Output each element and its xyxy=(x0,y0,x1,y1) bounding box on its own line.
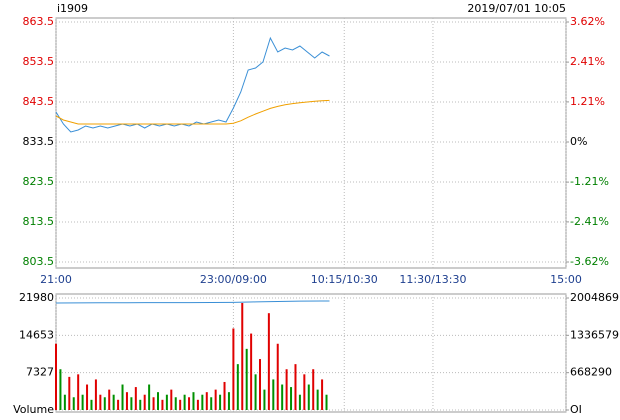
volume-bar xyxy=(290,387,293,410)
symbol-title: i1909 xyxy=(57,2,88,15)
volume-bar xyxy=(307,384,310,410)
volume-bar xyxy=(219,394,222,410)
x-tick-label: 23:00/09:00 xyxy=(200,273,267,286)
panel-frame xyxy=(55,293,567,413)
volume-bar xyxy=(134,387,137,410)
volume-bar xyxy=(196,399,199,410)
volume-bar xyxy=(281,384,284,410)
volume-bar xyxy=(214,389,217,410)
series-line xyxy=(55,300,330,304)
volume-bar xyxy=(94,379,97,410)
y-tick-label: 21980 xyxy=(19,291,54,304)
volume-bar xyxy=(183,394,186,410)
y2-tick-label: 1336579 xyxy=(570,328,619,341)
volume-bar xyxy=(236,364,239,410)
volume-bar xyxy=(325,394,328,410)
volume-bar xyxy=(157,392,159,410)
volume-bar xyxy=(303,374,306,410)
volume-bar xyxy=(312,369,315,410)
volume-bar xyxy=(112,394,115,410)
y-tick-label: Volume xyxy=(13,403,54,416)
volume-bar xyxy=(316,389,319,410)
volume-bar xyxy=(152,397,155,410)
y-tick-label: 863.5 xyxy=(23,15,55,28)
volume-bar xyxy=(103,397,106,410)
volume-bar xyxy=(99,394,102,410)
volume-bar xyxy=(170,389,173,410)
volume-bar xyxy=(259,359,261,410)
volume-bar xyxy=(245,348,248,410)
volume-bar xyxy=(161,399,164,410)
y-tick-label: 14653 xyxy=(19,328,54,341)
volume-bar xyxy=(241,302,244,410)
volume-bar xyxy=(192,392,195,410)
volume-bar xyxy=(232,328,235,410)
volume-bar xyxy=(143,394,146,410)
volume-bar xyxy=(276,343,279,410)
x-tick-label: 11:30/13:30 xyxy=(399,273,466,286)
y2-tick-label: -3.62% xyxy=(570,255,609,268)
volume-bar xyxy=(108,389,111,410)
volume-bar xyxy=(81,394,84,410)
volume-bar xyxy=(117,399,120,410)
volume-bar xyxy=(250,333,253,410)
volume-bar xyxy=(59,369,62,410)
volume-bar xyxy=(272,379,275,410)
volume-bar xyxy=(63,394,66,410)
y2-tick-label: -1.21% xyxy=(570,175,609,188)
y2-tick-label: 2.41% xyxy=(570,55,605,68)
y2-tick-label: 0% xyxy=(570,135,587,148)
volume-bar xyxy=(227,392,230,410)
volume-bar xyxy=(223,381,226,410)
volume-bar xyxy=(130,397,133,410)
volume-bar xyxy=(121,384,124,410)
y2-tick-label: 3.62% xyxy=(570,15,605,28)
y-tick-label: 803.5 xyxy=(23,255,55,268)
volume-bar xyxy=(205,392,208,410)
volume-bar xyxy=(263,389,266,410)
volume-bar xyxy=(201,394,204,410)
volume-bar xyxy=(174,397,177,410)
y-tick-label: 823.5 xyxy=(23,175,55,188)
volume-bar xyxy=(55,343,57,410)
y-tick-label: 853.5 xyxy=(23,55,55,68)
volume-bar xyxy=(72,397,75,410)
volume-bar xyxy=(254,374,257,410)
volume-bar xyxy=(86,384,89,410)
timestamp: 2019/07/01 10:05 xyxy=(467,2,566,15)
x-tick-label: 15:00 xyxy=(550,273,582,286)
volume-bar xyxy=(267,313,270,410)
volume-bar xyxy=(294,364,297,410)
volume-bar xyxy=(179,399,182,410)
y2-tick-label: 1.21% xyxy=(570,95,605,108)
y-tick-label: 813.5 xyxy=(23,215,55,228)
series-line xyxy=(55,99,330,125)
y2-tick-label: OI xyxy=(570,403,582,416)
y-tick-label: 833.5 xyxy=(23,135,55,148)
x-tick-label: 21:00 xyxy=(40,273,72,286)
y2-tick-label: 668290 xyxy=(570,366,612,379)
y-tick-label: 7327 xyxy=(26,366,54,379)
volume-bar xyxy=(90,399,93,410)
series-line xyxy=(55,36,330,133)
volume-bar xyxy=(77,374,80,410)
volume-bar xyxy=(125,392,128,410)
volume-bar xyxy=(139,399,142,410)
volume-bar xyxy=(188,397,191,410)
y2-tick-label: 2004869 xyxy=(570,291,619,304)
volume-bar xyxy=(285,369,288,410)
x-tick-label: 10:15/10:30 xyxy=(311,273,378,286)
y-tick-label: 843.5 xyxy=(23,95,55,108)
panel-frame xyxy=(55,17,567,269)
volume-bar xyxy=(148,384,151,410)
volume-bar xyxy=(298,394,301,410)
volume-bar xyxy=(165,394,168,410)
volume-bar xyxy=(210,397,213,410)
volume-bar xyxy=(68,376,71,410)
y2-tick-label: -2.41% xyxy=(570,215,609,228)
volume-bar xyxy=(321,379,324,410)
